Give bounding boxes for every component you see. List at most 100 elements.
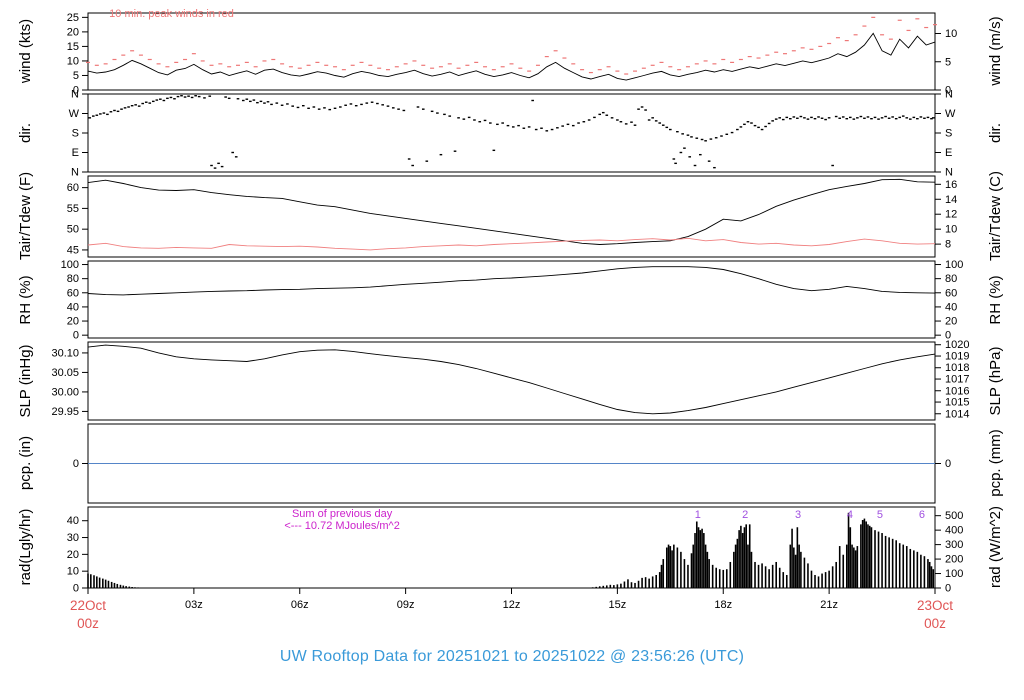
series-solar_rad_wm2 bbox=[87, 512, 935, 588]
dir-dot bbox=[820, 117, 824, 119]
right-tick-label-dir: E bbox=[945, 147, 952, 159]
right-tick-label-rad: 500 bbox=[945, 510, 963, 522]
left-tick-label-pcp: 0 bbox=[73, 458, 79, 470]
dir-dot bbox=[113, 109, 116, 112]
left-tick-label-rad: 20 bbox=[67, 549, 79, 561]
dir-dot bbox=[540, 127, 543, 129]
chart-title: UW Rooftop Data for 20251021 to 20251022… bbox=[279, 648, 745, 665]
left-axis-titles: wind (kts) dir. Tair/Tdew (F) RH (%) SLP… bbox=[17, 19, 34, 585]
right-tick-label-dir: W bbox=[945, 108, 956, 120]
x-tick-label: 03z bbox=[185, 599, 203, 611]
dir-dot bbox=[545, 130, 549, 132]
left-tick-label-rad: 30 bbox=[67, 532, 79, 544]
dir-dot bbox=[700, 138, 704, 141]
dir-dot bbox=[598, 113, 602, 116]
x-tick-label: 21z bbox=[820, 599, 838, 611]
dir-dot bbox=[95, 114, 99, 116]
left-tick-label-rh: 80 bbox=[67, 273, 79, 285]
dir-dot bbox=[931, 117, 935, 119]
dir-dot bbox=[241, 99, 245, 102]
dir-dot bbox=[704, 140, 707, 142]
left-tick-label-dir: N bbox=[71, 167, 79, 179]
dir-dot bbox=[916, 118, 919, 120]
right-tick-label-rad: 0 bbox=[945, 583, 951, 595]
dir-dot bbox=[231, 151, 234, 154]
dir-dot bbox=[462, 118, 466, 120]
dir-dot bbox=[123, 107, 127, 109]
series-tair_f bbox=[87, 178, 936, 245]
x-tick-label: 18z bbox=[714, 599, 732, 611]
dir-dot bbox=[658, 122, 662, 124]
dir-dot bbox=[534, 128, 538, 131]
dir-dot bbox=[796, 117, 799, 119]
dir-dot bbox=[707, 160, 711, 162]
dir-dot bbox=[919, 116, 923, 118]
dir-dot bbox=[767, 122, 771, 125]
right-tick-label-dir: N bbox=[945, 89, 953, 101]
dir-dot bbox=[688, 156, 692, 158]
dir-dot bbox=[187, 95, 190, 97]
dir-dot bbox=[453, 150, 457, 152]
dir-dot bbox=[531, 99, 534, 102]
dir-dot bbox=[693, 164, 697, 167]
dir-dot bbox=[841, 116, 845, 118]
dir-dot bbox=[155, 99, 159, 101]
dir-dot bbox=[323, 107, 326, 109]
dir-dot bbox=[757, 126, 760, 129]
dir-dot bbox=[381, 104, 384, 106]
dir-dot bbox=[137, 105, 141, 107]
dir-dot bbox=[102, 112, 106, 114]
dir-dot bbox=[236, 98, 240, 100]
series-tdew_f bbox=[87, 237, 936, 251]
dir-dot bbox=[610, 117, 614, 119]
x-tick-label: 09z bbox=[397, 599, 415, 611]
dir-dot bbox=[827, 117, 831, 119]
left-tick-label-rh: 40 bbox=[67, 301, 79, 313]
dir-dot bbox=[713, 166, 716, 169]
left-tick-label-wind: 15 bbox=[67, 41, 79, 53]
right-tick-label-slp: 1014 bbox=[945, 408, 969, 420]
dir-dot bbox=[743, 123, 746, 126]
dir-dot bbox=[162, 99, 166, 102]
dir-dot bbox=[647, 119, 651, 121]
left-tick-label-dir: E bbox=[72, 147, 79, 159]
series-slp_inhg bbox=[87, 344, 936, 415]
x-tick-label: 06z bbox=[291, 599, 309, 611]
rad-peak-label: 3 bbox=[795, 509, 801, 521]
dir-dot bbox=[197, 95, 201, 98]
dir-dot bbox=[270, 103, 273, 106]
dir-dot bbox=[661, 124, 665, 126]
dir-dot bbox=[930, 118, 933, 120]
date-label-end-line2: 00z bbox=[924, 616, 946, 631]
dir-dot bbox=[683, 147, 686, 149]
dir-dot bbox=[376, 102, 379, 105]
right-tick-label-slp: 1016 bbox=[945, 385, 969, 397]
dir-dot bbox=[439, 153, 443, 156]
dir-dot bbox=[511, 126, 515, 128]
right-tick-label-rh: 40 bbox=[945, 301, 957, 313]
right-tick-label-rad: 300 bbox=[945, 539, 963, 551]
dir-dot bbox=[859, 115, 863, 118]
right-tick-label-tair: 8 bbox=[945, 239, 951, 251]
dir-dot bbox=[421, 108, 425, 110]
dir-dot bbox=[234, 156, 238, 158]
dir-dot bbox=[443, 113, 446, 116]
dir-dot bbox=[654, 120, 658, 122]
right-tick-label-dir: S bbox=[945, 128, 952, 140]
dir-dot bbox=[605, 114, 609, 116]
dir-dot bbox=[714, 137, 718, 139]
dir-dot bbox=[109, 111, 113, 113]
dir-dot bbox=[333, 107, 337, 109]
dir-dot bbox=[166, 97, 169, 100]
dir-dot bbox=[566, 123, 570, 126]
dir-dot bbox=[224, 96, 227, 98]
dir-dot bbox=[774, 118, 778, 120]
dir-dot bbox=[681, 133, 684, 135]
dir-dot bbox=[180, 95, 183, 97]
dir-dot bbox=[496, 123, 499, 126]
panel-frame-tair bbox=[87, 175, 936, 258]
axis-title-wind-kts: wind (kts) bbox=[17, 19, 34, 84]
dir-dot bbox=[709, 138, 713, 140]
right-tick-label-rh: 60 bbox=[945, 287, 957, 299]
